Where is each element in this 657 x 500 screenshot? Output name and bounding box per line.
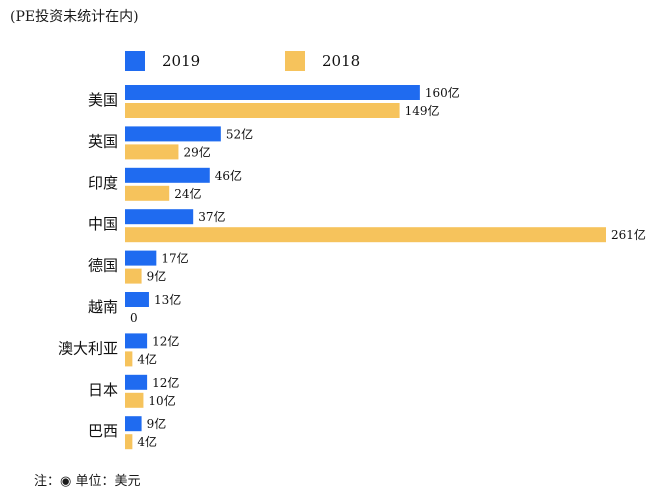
bar-2018-0 bbox=[125, 103, 400, 118]
bar-2019-5 bbox=[125, 292, 149, 307]
value-label-2019-6: 12亿 bbox=[152, 333, 179, 348]
bar-2019-4 bbox=[125, 250, 157, 266]
category-label: 越南 bbox=[88, 298, 118, 316]
value-label-2018-0: 149亿 bbox=[405, 103, 440, 118]
bar-2019-1 bbox=[125, 126, 221, 142]
category-label: 美国 bbox=[88, 91, 118, 109]
bar-2018-4 bbox=[125, 268, 142, 284]
bar-2018-2 bbox=[125, 185, 170, 201]
value-label-2019-8: 9亿 bbox=[147, 416, 167, 431]
category-label: 澳大利亚 bbox=[58, 339, 118, 357]
value-label-2018-4: 9亿 bbox=[147, 269, 167, 284]
bar-2018-6 bbox=[125, 351, 133, 367]
legend-label-2019: 2019 bbox=[162, 52, 200, 70]
category-label: 中国 bbox=[88, 215, 118, 233]
chart-subtitle: (PE投资未统计在内) bbox=[10, 9, 139, 25]
value-label-2018-7: 10亿 bbox=[148, 393, 175, 408]
footnote: 注：◉ 单位：美元 bbox=[34, 474, 141, 489]
value-label-2018-5: 0 bbox=[130, 311, 138, 325]
value-label-2019-1: 52亿 bbox=[226, 126, 253, 141]
bar-2019-8 bbox=[125, 416, 142, 432]
value-label-2019-5: 13亿 bbox=[154, 292, 181, 307]
value-label-2019-2: 46亿 bbox=[215, 168, 242, 183]
legend: 2019 2018 bbox=[125, 51, 360, 71]
bar-2018-1 bbox=[125, 144, 179, 160]
value-label-2019-0: 160亿 bbox=[425, 85, 460, 100]
legend-swatch-2019 bbox=[125, 51, 145, 71]
value-label-2018-2: 24亿 bbox=[174, 186, 201, 201]
value-label-2019-4: 17亿 bbox=[161, 251, 188, 266]
value-label-2019-7: 12亿 bbox=[152, 375, 179, 390]
bar-2019-2 bbox=[125, 167, 210, 183]
bar-2018-7 bbox=[125, 392, 144, 408]
legend-label-2018: 2018 bbox=[322, 52, 360, 70]
legend-swatch-2018 bbox=[285, 51, 305, 71]
value-label-2018-3: 261亿 bbox=[611, 227, 646, 242]
bar-2019-7 bbox=[125, 374, 148, 390]
category-label: 巴西 bbox=[88, 422, 118, 440]
value-label-2019-3: 37亿 bbox=[198, 209, 225, 224]
value-label-2018-1: 29亿 bbox=[183, 144, 210, 159]
category-label: 日本 bbox=[88, 381, 118, 399]
value-label-2018-6: 4亿 bbox=[137, 351, 157, 366]
bar-2019-6 bbox=[125, 333, 148, 349]
value-label-2018-8: 4亿 bbox=[137, 434, 157, 449]
category-label: 德国 bbox=[88, 257, 118, 275]
bar-2018-3 bbox=[125, 227, 606, 243]
category-label: 英国 bbox=[88, 132, 118, 150]
bar-2018-8 bbox=[125, 434, 133, 450]
bar-2019-3 bbox=[125, 209, 194, 225]
category-label: 印度 bbox=[88, 174, 118, 192]
bar-2019-0 bbox=[125, 85, 420, 100]
